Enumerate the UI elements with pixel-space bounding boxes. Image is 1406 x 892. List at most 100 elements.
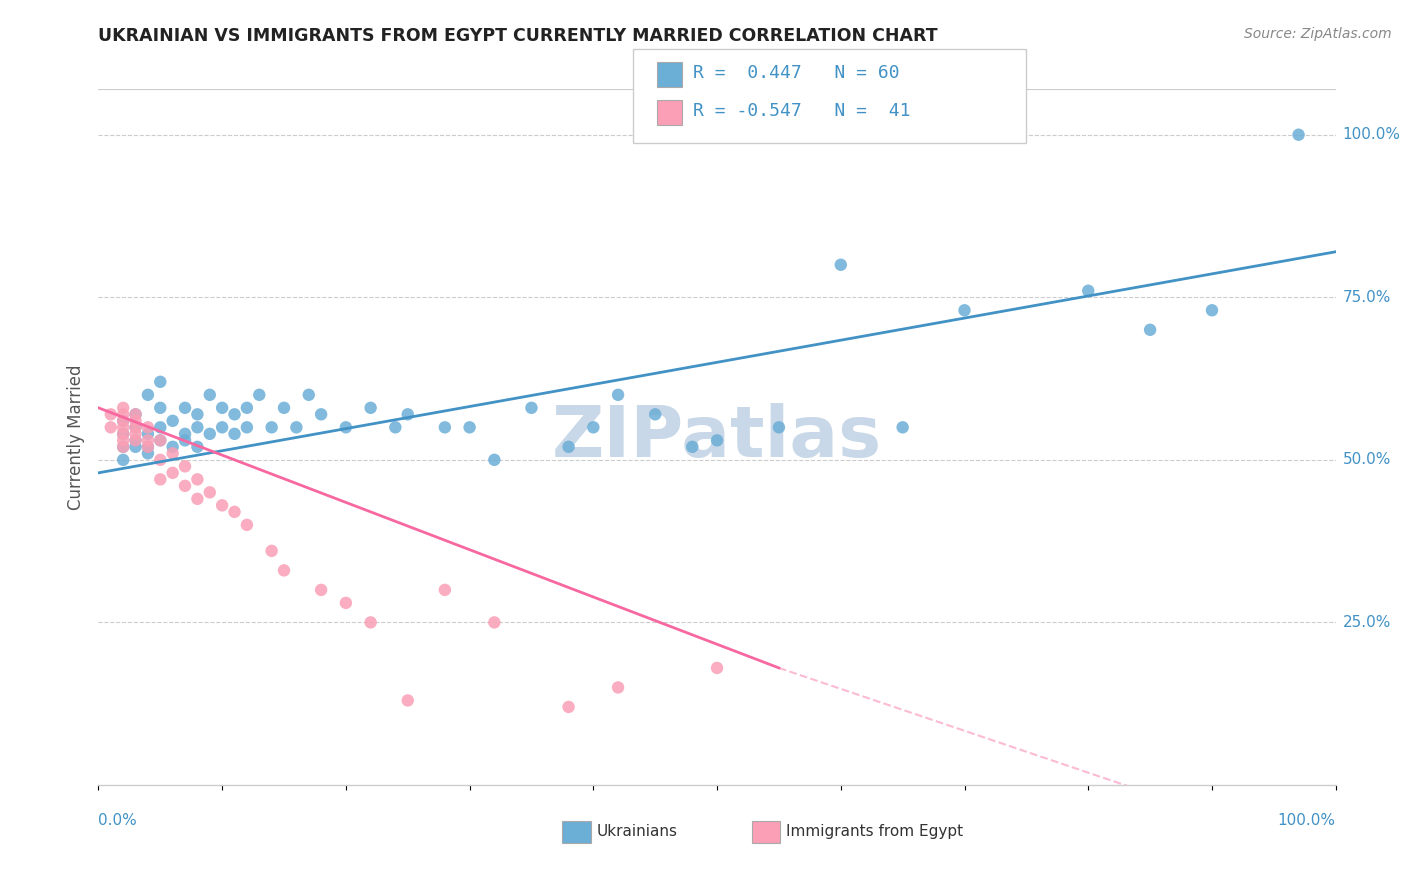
Point — [149, 453, 172, 467]
Point — [557, 440, 579, 454]
Point — [1201, 303, 1223, 318]
Point — [100, 420, 122, 434]
Point — [124, 434, 146, 448]
Point — [174, 426, 197, 441]
Text: 50.0%: 50.0% — [1343, 452, 1391, 467]
Point — [100, 407, 122, 421]
Point — [260, 420, 283, 434]
Point — [309, 582, 332, 597]
Point — [607, 388, 630, 402]
Point — [162, 440, 184, 454]
Point — [162, 466, 184, 480]
Point — [335, 596, 357, 610]
Point — [112, 426, 135, 441]
Point — [247, 388, 270, 402]
Point — [124, 407, 146, 421]
Point — [186, 472, 208, 486]
Point — [520, 401, 543, 415]
Point — [174, 434, 197, 448]
Point — [582, 420, 605, 434]
Point — [706, 434, 728, 448]
Point — [124, 434, 146, 448]
Point — [236, 420, 259, 434]
Point — [149, 420, 172, 434]
Point — [557, 700, 579, 714]
Point — [830, 258, 852, 272]
Point — [112, 401, 135, 415]
Point — [149, 434, 172, 448]
Point — [149, 401, 172, 415]
Point — [236, 401, 259, 415]
Point — [360, 401, 382, 415]
Point — [260, 544, 283, 558]
Point — [124, 420, 146, 434]
Point — [309, 407, 332, 421]
Point — [706, 661, 728, 675]
Point — [458, 420, 481, 434]
Text: 25.0%: 25.0% — [1343, 615, 1391, 630]
Point — [124, 440, 146, 454]
Point — [211, 499, 233, 513]
Point — [198, 388, 221, 402]
Point — [236, 517, 259, 532]
Point — [1288, 128, 1310, 142]
Point — [112, 440, 135, 454]
Point — [174, 479, 197, 493]
Point — [124, 426, 146, 441]
Point — [335, 420, 357, 434]
Text: R =  0.447   N = 60: R = 0.447 N = 60 — [693, 64, 900, 82]
Point — [112, 420, 135, 434]
Point — [211, 401, 233, 415]
Point — [298, 388, 321, 402]
Point — [112, 407, 135, 421]
Point — [112, 414, 135, 428]
Text: 75.0%: 75.0% — [1343, 290, 1391, 305]
Point — [198, 485, 221, 500]
Point — [136, 446, 159, 460]
Point — [186, 407, 208, 421]
Point — [396, 693, 419, 707]
Point — [136, 426, 159, 441]
Text: 0.0%: 0.0% — [98, 814, 138, 828]
Text: UKRAINIAN VS IMMIGRANTS FROM EGYPT CURRENTLY MARRIED CORRELATION CHART: UKRAINIAN VS IMMIGRANTS FROM EGYPT CURRE… — [98, 27, 938, 45]
Point — [112, 434, 135, 448]
Point — [136, 440, 159, 454]
Point — [186, 420, 208, 434]
Point — [433, 582, 456, 597]
Point — [768, 420, 790, 434]
Point — [285, 420, 308, 434]
Point — [112, 414, 135, 428]
Point — [112, 426, 135, 441]
Point — [224, 505, 246, 519]
Point — [186, 440, 208, 454]
Point — [136, 388, 159, 402]
Point — [384, 420, 406, 434]
Text: Ukrainians: Ukrainians — [596, 824, 678, 838]
Point — [224, 426, 246, 441]
Point — [136, 420, 159, 434]
Text: 100.0%: 100.0% — [1343, 128, 1400, 142]
Point — [149, 472, 172, 486]
Point — [124, 414, 146, 428]
Point — [174, 459, 197, 474]
Point — [484, 453, 506, 467]
Point — [112, 440, 135, 454]
Point — [396, 407, 419, 421]
Point — [149, 434, 172, 448]
Point — [273, 563, 295, 577]
Text: ZIPatlas: ZIPatlas — [553, 402, 882, 472]
Point — [953, 303, 976, 318]
Point — [607, 681, 630, 695]
Point — [112, 453, 135, 467]
Point — [198, 426, 221, 441]
Point — [1139, 323, 1161, 337]
Point — [186, 491, 208, 506]
Point — [136, 440, 159, 454]
Point — [149, 375, 172, 389]
Point — [681, 440, 703, 454]
Point — [124, 420, 146, 434]
Point — [211, 420, 233, 434]
Point — [124, 407, 146, 421]
Y-axis label: Currently Married: Currently Married — [66, 364, 84, 510]
Point — [484, 615, 506, 630]
